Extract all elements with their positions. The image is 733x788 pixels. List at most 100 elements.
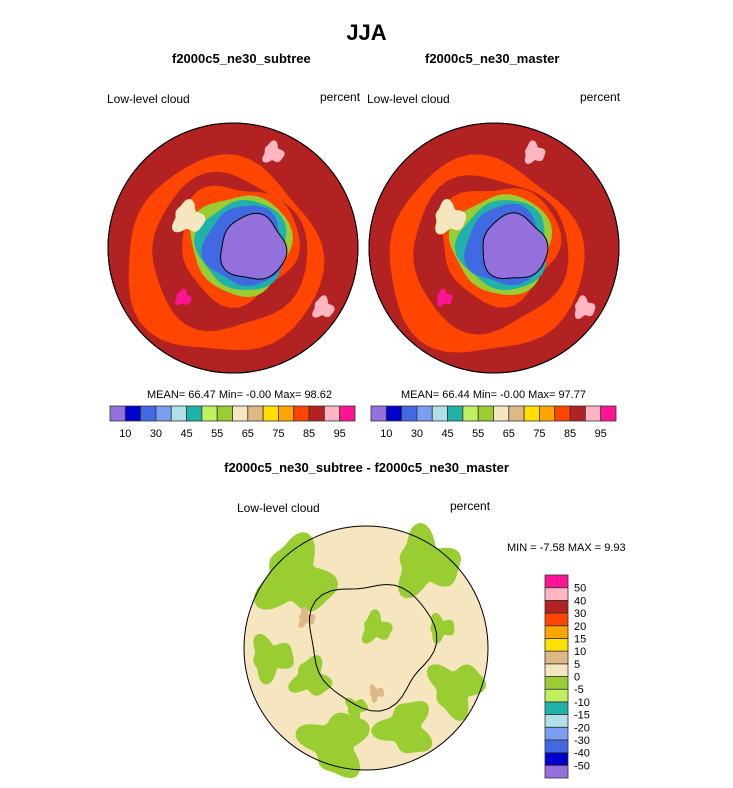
panel-1-units-label: percent [320,90,361,104]
panel-1-colorbar-box [323,405,341,422]
panel-3-colorbar-tick-label: -30 [574,735,590,747]
panel-3-map [243,522,489,779]
panel-3-colorbar-box [544,714,569,728]
panel-1-stats: MEAN= 66.47 Min= -0.00 Max= 98.62 [147,389,332,401]
diff-patch-negative [254,532,339,612]
panel-2-colorbar-tick-label: 55 [472,428,484,440]
panel-3-colorbar-box [544,650,569,665]
panel-3-colorbar-tick-label: -5 [574,684,584,696]
panel-3-colorbar-box [544,752,569,766]
panel-1-colorbar-box [262,405,279,422]
panel-2-map [368,122,620,374]
cloud-band-95 [437,288,453,307]
map-border [107,122,359,374]
map-border [243,525,489,771]
panel-2-colorbar-tick-label: 75 [533,428,545,440]
panel-1-map [107,122,359,374]
panel-3-units-label: percent [450,499,491,513]
panel-2-colorbar-box [508,405,525,422]
panel-3-colorbar-tick-label: 30 [574,608,586,620]
panel-2-colorbar-tick-label: 10 [380,428,392,440]
panel-3-colorbar-box [544,726,569,741]
antarctica-coastline [308,583,438,712]
diff-patch-positive [369,684,385,703]
panel-1-colorbar-tick-label: 75 [272,428,284,440]
panel-3-colorbar-box [544,587,569,601]
weddell-sea-patch [171,199,206,233]
panel-1-colorbar-box [155,405,172,422]
panel-1-colorbar-box [201,405,218,422]
panel-3-colorbar-box [544,764,569,779]
panel-3-colorbar-box [544,739,569,754]
panel-1-colorbar-box [170,405,187,422]
cloud-band-95-pink [574,295,596,319]
panel-3-colorbar-box [544,688,569,703]
panel-2-colorbar-box [401,405,418,422]
diff-patch-negative [295,712,370,779]
panel-2-colorbar-box [523,405,540,422]
panel-3-colorbar-box [544,625,569,639]
panel-1-colorbar-box [278,405,295,422]
panel-2-colorbar-tick-label: 45 [441,428,453,440]
panel-2-colorbar-box [416,405,433,422]
panel-1-colorbar-box [308,405,325,422]
diff-patch-negative [398,522,461,599]
panel-2-colorbar-box [539,405,556,422]
panel-2-colorbar-box [554,405,571,422]
panel-1-colorbar-box [293,405,310,422]
panel-1-colorbar-box [140,405,157,422]
panel-3-colorbar-box [544,701,569,715]
panel-2-title: f2000c5_ne30_master [425,51,560,66]
panel-2-colorbar-box [447,405,464,422]
panel-3-variable-label: Low-level cloud [237,501,320,515]
panel-2-variable-label: Low-level cloud [367,92,450,106]
panel-3-title: f2000c5_ne30_subtree - f2000c5_ne30_mast… [224,460,509,475]
panel-3-colorbar-box [544,612,569,627]
panel-1-colorbar-tick-label: 85 [303,428,315,440]
diff-patch-negative [253,633,294,685]
panel-2-colorbar-box [493,405,510,422]
diff-patch-negative [371,701,433,754]
panel-3-colorbar-box [544,663,569,677]
panel-3-colorbar-tick-label: -50 [574,760,590,772]
panel-1-colorbar-tick-label: 30 [150,428,162,440]
panel-3-colorbar-tick-label: 5 [574,659,580,671]
panel-2-colorbar-box [462,405,479,422]
panel-3-colorbar-tick-label: -20 [574,722,590,734]
cloud-band-95-pink [312,295,335,318]
panel-2-colorbar-box [431,405,448,422]
panel-2-colorbar-box [370,405,387,422]
panel-1-colorbar-box [109,405,126,422]
panel-3-colorbar-tick-label: 0 [574,672,580,684]
weddell-sea-patch [435,198,467,235]
panel-2-colorbar-tick-label: 95 [595,428,607,440]
panel-2-colorbar-box [569,405,586,422]
panel-1-colorbar-tick-label: 65 [242,428,254,440]
panel-1-colorbar-box [232,405,249,422]
diff-patch-positive [298,606,316,628]
panel-3-colorbar-tick-label: 10 [574,646,586,658]
figure-title: JJA [346,20,387,45]
panel-1-colorbar-box [216,405,233,422]
panel-3-colorbar-tick-label: -10 [574,697,590,709]
panel-3-colorbar-tick-label: -40 [574,748,590,760]
panel-1-colorbar-tick-label: 45 [180,428,192,440]
panel-3-colorbar-box [544,574,569,589]
panel-2-colorbar-tick-label: 30 [411,428,423,440]
panel-1-variable-label: Low-level cloud [107,92,190,106]
panel-3-colorbar-tick-label: 15 [574,633,586,645]
panel-2-colorbar-tick-label: 65 [503,428,515,440]
panel-1-colorbar-tick-label: 55 [211,428,223,440]
panel-2-colorbar-box [584,405,602,422]
panel-1-title: f2000c5_ne30_subtree [172,51,311,66]
panel-3-colorbar-box [544,676,569,690]
panel-3-colorbar-tick-label: 50 [574,583,586,595]
panel-1-colorbar-box [247,405,264,422]
panel-1-colorbar-box [186,405,203,422]
diff-patch-negative [361,609,393,644]
cloud-band-95 [174,288,192,306]
panel-2-units-label: percent [580,90,621,104]
panel-2-colorbar-box [477,405,494,422]
panel-3-colorbar-tick-label: 40 [574,595,586,607]
